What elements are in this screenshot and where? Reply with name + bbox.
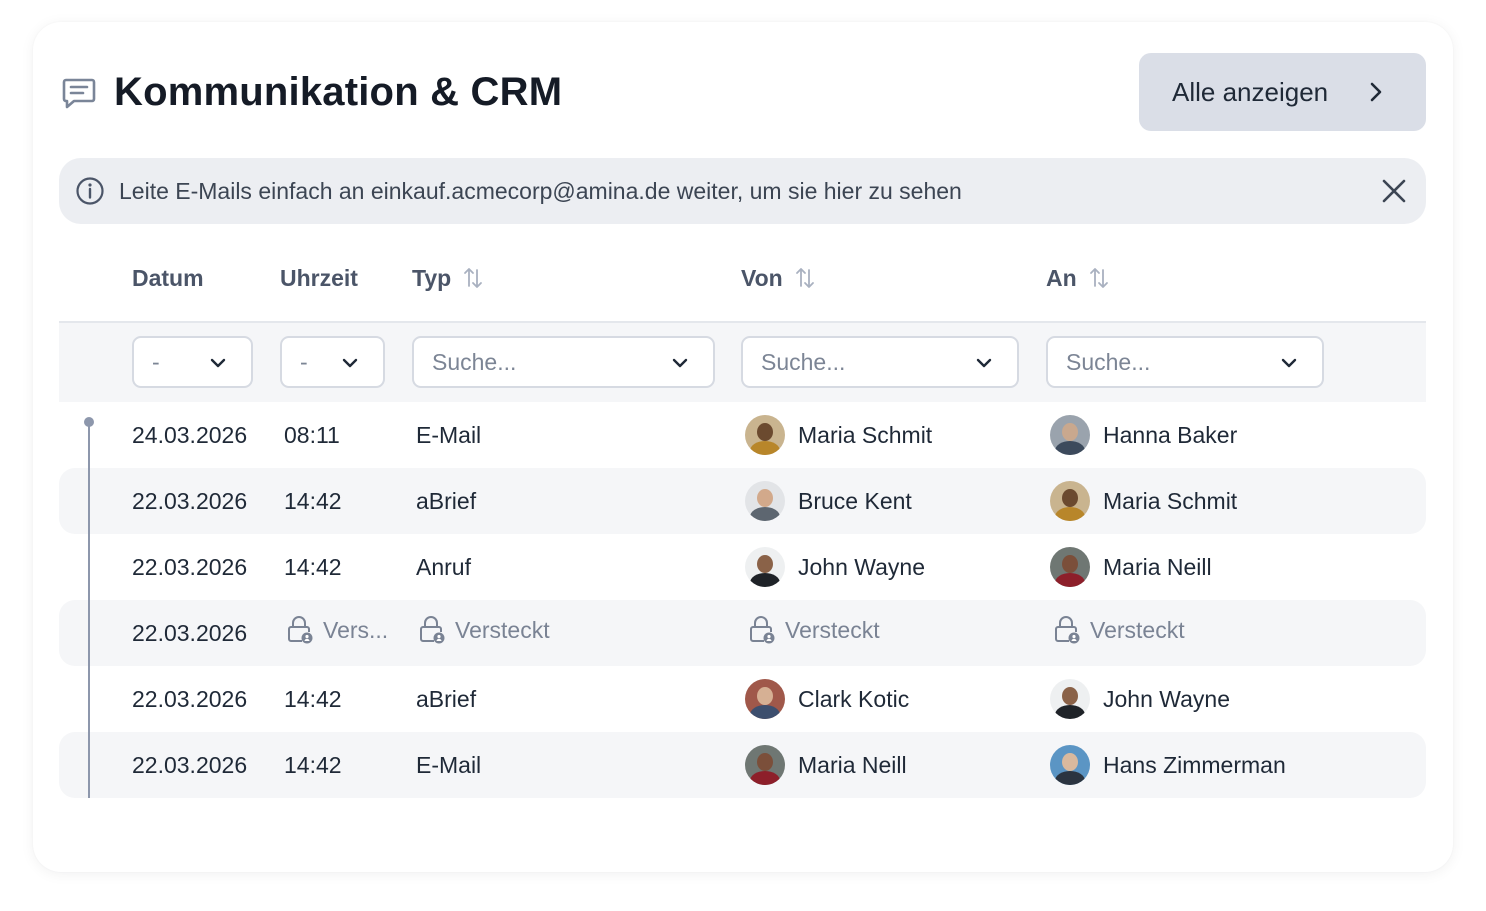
chat-lines-icon [62, 78, 96, 109]
column-header-to[interactable]: An [1046, 264, 1109, 292]
avatar [1050, 745, 1090, 785]
lock-user-icon [420, 616, 445, 644]
row-date: 22.03.2026 [132, 686, 248, 712]
row-to[interactable]: Hans Zimmerman [1050, 745, 1286, 785]
chevron-down-icon [976, 358, 992, 368]
row-to[interactable]: Maria Schmit [1050, 481, 1237, 521]
row-to[interactable]: Hanna Baker [1050, 415, 1237, 455]
close-icon[interactable] [1380, 177, 1408, 205]
row-type: aBrief [416, 686, 477, 712]
lock-user-icon [750, 616, 775, 644]
chevron-down-icon [1281, 358, 1297, 368]
row-time: 14:42 [284, 488, 342, 514]
column-header-type[interactable]: Typ [412, 264, 483, 292]
row-time: 14:42 [284, 554, 342, 580]
row-time: 14:42 [284, 686, 342, 712]
avatar [745, 745, 785, 785]
avatar [1050, 415, 1090, 455]
info-icon [76, 177, 104, 205]
date-filter-select[interactable]: - [132, 336, 253, 388]
chevron-down-icon [672, 358, 688, 368]
chevron-down-icon [210, 358, 226, 368]
show-all-button[interactable]: Alle anzeigen [1139, 53, 1426, 131]
page-title: Kommunikation & CRM [114, 70, 563, 114]
chevron-down-icon [342, 358, 358, 368]
row-date: 24.03.2026 [132, 422, 248, 448]
row-to[interactable]: Maria Neill [1050, 547, 1212, 587]
table-row[interactable] [59, 534, 1426, 600]
row-type: Anruf [416, 554, 471, 580]
row-time: 08:11 [284, 422, 340, 448]
row-from[interactable]: Bruce Kent [745, 481, 912, 521]
row-from[interactable]: Maria Neill [745, 745, 907, 785]
header-divider [59, 321, 1426, 323]
from-search-input[interactable]: Suche... [741, 336, 1019, 388]
chevron-right-icon [1370, 82, 1382, 102]
column-header-from[interactable]: Von [741, 264, 815, 292]
avatar [745, 481, 785, 521]
timeline-line [88, 424, 90, 798]
table-row[interactable] [59, 600, 1426, 666]
sort-arrows-icon[interactable] [1089, 265, 1109, 291]
row-date: 22.03.2026 [132, 488, 248, 514]
avatar [745, 415, 785, 455]
avatar [1050, 547, 1090, 587]
info-banner: Leite E-Mails einfach an einkauf.acmecor… [59, 158, 1426, 224]
sort-arrows-icon[interactable] [463, 265, 483, 291]
row-from[interactable]: John Wayne [745, 547, 925, 587]
timeline-dot [84, 417, 94, 427]
row-date: 22.03.2026 [132, 620, 248, 646]
to-search-input[interactable]: Suche... [1046, 336, 1324, 388]
info-banner-text: Leite E-Mails einfach an einkauf.acmecor… [119, 178, 962, 204]
row-from[interactable]: Maria Schmit [745, 415, 932, 455]
row-date: 22.03.2026 [132, 554, 248, 580]
row-date: 22.03.2026 [132, 752, 248, 778]
avatar [745, 679, 785, 719]
lock-user-icon [1055, 616, 1080, 644]
row-type: E-Mail [416, 422, 482, 448]
column-header-time: Uhrzeit [280, 265, 358, 291]
row-type-hidden: Versteckt [418, 615, 550, 645]
avatar [745, 547, 785, 587]
column-header-date: Datum [132, 265, 204, 291]
row-time-hidden: Vers... [286, 615, 388, 645]
lock-user-icon [288, 616, 313, 644]
type-search-input[interactable]: Suche... [412, 336, 715, 388]
time-filter-select[interactable]: - [280, 336, 385, 388]
row-to[interactable]: John Wayne [1050, 679, 1230, 719]
row-from-hidden: Versteckt [748, 615, 880, 645]
row-type: aBrief [416, 488, 477, 514]
avatar [1050, 679, 1090, 719]
row-to-hidden: Versteckt [1053, 615, 1185, 645]
row-time: 14:42 [284, 752, 342, 778]
sort-arrows-icon[interactable] [795, 265, 815, 291]
table-row[interactable] [59, 468, 1426, 534]
table-row[interactable] [59, 732, 1426, 798]
row-from[interactable]: Clark Kotic [745, 679, 909, 719]
show-all-label: Alle anzeigen [1172, 76, 1329, 107]
avatar [1050, 481, 1090, 521]
row-type: E-Mail [416, 752, 482, 778]
